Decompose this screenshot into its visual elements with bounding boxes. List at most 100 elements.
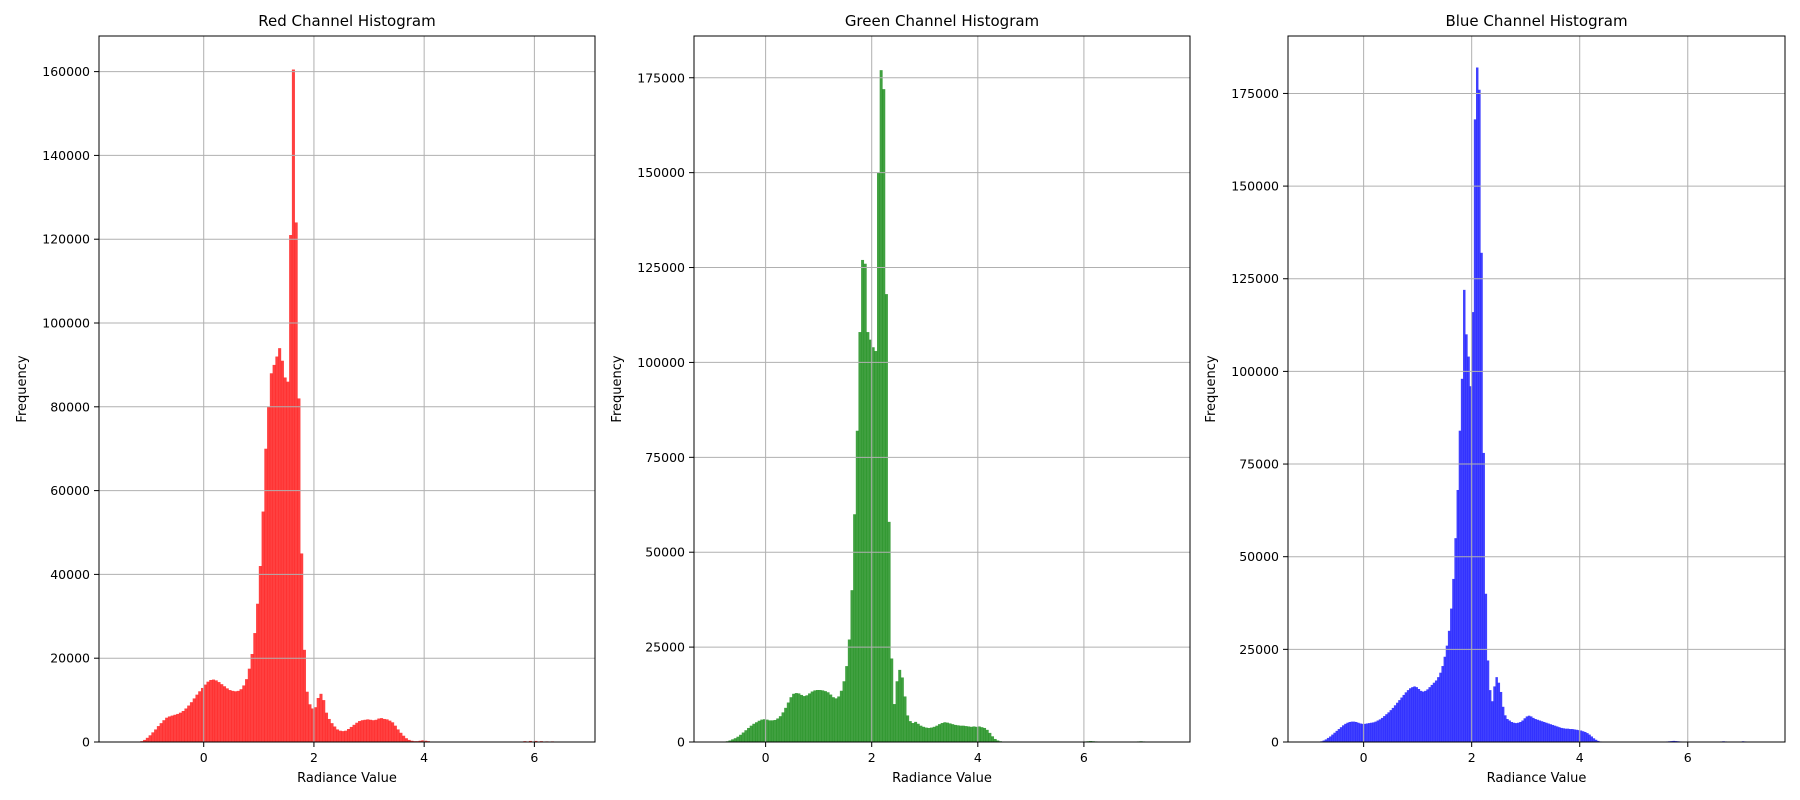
blue-histogram-bar xyxy=(1385,714,1388,742)
green-histogram-bar xyxy=(932,726,936,742)
green-histogram-bar xyxy=(919,725,923,742)
green-histogram-bar xyxy=(935,725,939,742)
blue-histogram-bar xyxy=(1469,386,1472,742)
blue-histogram-bar xyxy=(1527,715,1531,742)
green-y-tick-label: 150000 xyxy=(637,165,685,180)
red-x-tick-label: 6 xyxy=(530,750,538,765)
blue-histogram-bar xyxy=(1568,729,1572,742)
green-histogram-bar xyxy=(768,720,772,742)
red-histogram-bar xyxy=(173,714,177,742)
red-histogram-bar xyxy=(245,679,249,742)
red-histogram-bar xyxy=(330,723,334,742)
red-histogram-bar xyxy=(402,735,406,742)
blue-histogram-bar xyxy=(1499,691,1503,742)
green-histogram-bar xyxy=(847,639,851,742)
green-histogram-bar xyxy=(776,718,780,742)
green-histogram-bar xyxy=(731,739,735,742)
green-histogram-bar xyxy=(906,715,910,742)
green-histogram-bar xyxy=(977,726,981,742)
blue-histogram-bar xyxy=(1588,734,1591,742)
red-histogram-bar xyxy=(399,732,403,742)
blue-histogram-bar xyxy=(1482,452,1485,742)
blue-histogram-bar xyxy=(1419,690,1423,742)
green-histogram-bar xyxy=(961,725,965,742)
green-y-tick-label: 50000 xyxy=(645,545,685,560)
green-histogram-bar xyxy=(739,734,743,742)
blue-histogram-bar xyxy=(1530,716,1533,742)
red-histogram-bars xyxy=(140,69,565,742)
green-histogram-bar xyxy=(818,690,822,742)
green-histogram-bar xyxy=(794,693,798,742)
red-histogram-bar xyxy=(327,718,331,742)
red-histogram-bar xyxy=(355,722,359,742)
blue-histogram-bar xyxy=(1378,719,1382,742)
red-histogram-bar xyxy=(347,729,351,742)
green-histogram-bar xyxy=(943,722,947,742)
red-axes-frame xyxy=(98,35,596,743)
green-histogram-bar xyxy=(940,723,944,742)
blue-histogram-bar xyxy=(1463,289,1466,742)
red-histogram-bar xyxy=(242,685,246,742)
green-histogram-bar xyxy=(823,691,827,742)
blue-histogram-bar xyxy=(1409,688,1412,742)
blue-histogram-bar xyxy=(1486,660,1490,742)
red-histogram-bar xyxy=(209,679,213,742)
red-histogram-bar xyxy=(404,738,408,742)
blue-y-axis-label: Frequency xyxy=(1204,355,1219,422)
blue-histogram-bar xyxy=(1445,645,1449,742)
green-histogram-bar xyxy=(850,590,854,742)
blue-y-tick-label: 125000 xyxy=(1231,271,1279,286)
blue-histogram-bar xyxy=(1396,702,1399,742)
green-histogram-bar xyxy=(800,694,804,742)
red-histogram-bar xyxy=(377,718,381,742)
green-histogram-bar xyxy=(882,89,886,742)
red-histogram-bar xyxy=(369,719,373,742)
red-histogram-bar xyxy=(211,679,216,742)
blue-histogram-bar xyxy=(1352,721,1356,742)
red-histogram-bar xyxy=(410,740,414,742)
red-histogram-bar xyxy=(269,373,273,742)
blue-histogram-bar xyxy=(1560,727,1563,742)
blue-histogram-bar xyxy=(1441,666,1444,742)
red-histogram-bar xyxy=(247,668,251,742)
blue-histogram-bar xyxy=(1357,722,1360,742)
blue-histogram-bar xyxy=(1354,721,1358,742)
red-histogram-panel: 0 2 4 6 0 20000 40000 60000 80000 100000 120000 140… xyxy=(15,12,596,786)
blue-histogram-bar xyxy=(1471,312,1475,742)
green-histogram-bar xyxy=(858,332,862,742)
blue-histogram-bar xyxy=(1480,252,1483,743)
red-histogram-bar xyxy=(200,687,205,742)
green-histogram-bar xyxy=(747,727,750,742)
green-histogram-bar xyxy=(834,698,838,742)
red-histogram-bar xyxy=(396,729,400,742)
red-histogram-bar xyxy=(297,398,301,742)
blue-histogram-bar xyxy=(1510,721,1514,742)
red-histogram-bar xyxy=(280,360,284,742)
green-histogram-bar xyxy=(842,681,846,742)
green-x-tick-label: 6 xyxy=(1080,750,1088,765)
blue-histogram-bar xyxy=(1383,716,1386,742)
blue-histogram-bar xyxy=(1542,721,1546,742)
blue-histogram-bar xyxy=(1322,740,1326,742)
blue-x-axis-label: Radiance Value xyxy=(1487,771,1587,786)
green-histogram-bar xyxy=(924,727,928,742)
blue-histogram-bar xyxy=(1577,730,1581,742)
red-x-tick-label: 0 xyxy=(200,750,208,765)
green-histogram-bar xyxy=(898,669,902,742)
red-histogram-bar xyxy=(335,729,340,742)
green-histogram-bar xyxy=(895,681,899,742)
blue-histogram-bar xyxy=(1426,689,1429,742)
red-histogram-bar xyxy=(360,720,364,742)
blue-histogram-bar xyxy=(1389,710,1393,742)
red-histogram-bar xyxy=(313,707,317,742)
blue-histogram-bar xyxy=(1359,723,1362,742)
green-histogram-bar xyxy=(808,693,811,742)
red-histogram-bar xyxy=(349,726,353,742)
green-histogram-bar xyxy=(792,693,796,742)
red-histogram-bar xyxy=(366,719,370,742)
blue-axes-frame xyxy=(1287,35,1786,743)
red-histogram-bar xyxy=(424,740,428,742)
green-histogram-bar xyxy=(802,696,806,742)
blue-histogram-bar xyxy=(1564,728,1568,742)
blue-histogram-bar xyxy=(1555,726,1559,742)
